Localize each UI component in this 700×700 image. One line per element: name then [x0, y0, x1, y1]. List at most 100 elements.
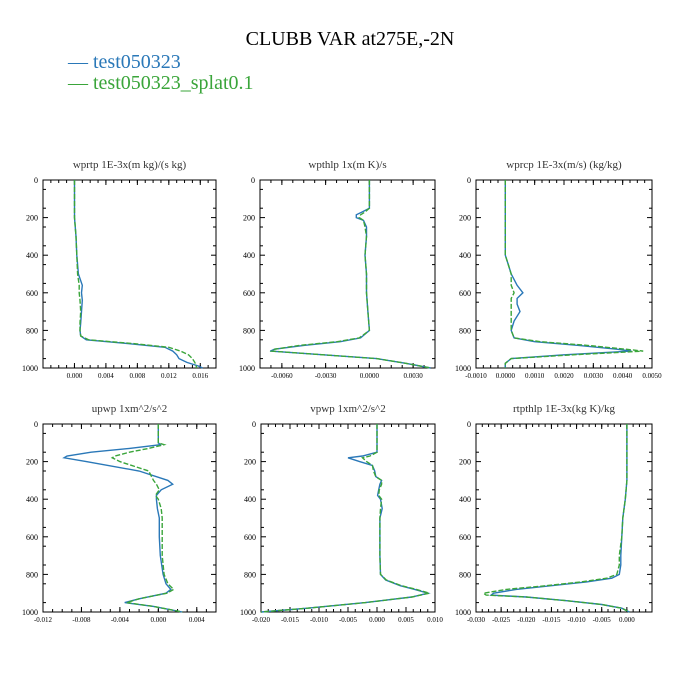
x-tick-label: 0.004 — [189, 616, 205, 624]
y-tick-label: 400 — [459, 251, 471, 260]
x-tick-label: 0.0040 — [613, 372, 633, 380]
x-tick-label: -0.010 — [310, 616, 329, 624]
plot-frame — [42, 179, 217, 369]
y-tick-label: 1000 — [22, 364, 38, 373]
x-tick-label: -0.025 — [492, 616, 511, 624]
chart-title: wprcp 1E-3x(m/s) (kg/kg) — [506, 159, 622, 171]
x-tick-label: -0.005 — [339, 616, 358, 624]
x-tick-label: -0.005 — [593, 616, 612, 624]
chart-title: wprtp 1E-3x(m kg)/(s kg) — [73, 159, 187, 171]
series-line-test050323-splat0-1 — [481, 424, 630, 613]
series-line-test050323-splat0-1 — [73, 180, 198, 368]
y-tick-label: 200 — [26, 458, 38, 467]
y-tick-label: 1000 — [239, 364, 255, 373]
y-tick-label: 800 — [26, 570, 38, 579]
legend-item-series-2: — test050323_splat0.1 — [68, 73, 254, 94]
x-tick-label: 0.0020 — [554, 372, 574, 380]
x-tick-label: 0.000 — [67, 372, 83, 380]
x-tick-label: 0.0050 — [642, 372, 662, 380]
x-tick-label: -0.0060 — [271, 372, 293, 380]
y-tick-label: 800 — [243, 326, 255, 335]
y-tick-label: 400 — [244, 495, 256, 504]
y-tick-label: 200 — [243, 214, 255, 223]
legend: — test050323 — test050323_splat0.1 — [68, 52, 254, 94]
y-tick-label: 400 — [243, 251, 255, 260]
y-tick-label: 1000 — [240, 608, 256, 617]
series-line-test050323-splat0-1 — [504, 180, 644, 368]
y-tick-label: 600 — [26, 533, 38, 542]
x-tick-label: -0.015 — [281, 616, 300, 624]
y-tick-label: 1000 — [22, 608, 38, 617]
y-tick-label: 0 — [34, 420, 38, 429]
x-tick-label: -0.020 — [252, 616, 271, 624]
y-tick-label: 400 — [26, 495, 38, 504]
series-line-test050323 — [62, 424, 183, 613]
legend-item-series-1: — test050323 — [68, 52, 254, 73]
legend-line-symbol-2: — — [68, 72, 88, 94]
y-tick-label: 1000 — [455, 608, 471, 617]
chart-title: vpwp 1xm^2/s^2 — [310, 403, 385, 415]
x-tick-label: 0.005 — [398, 616, 414, 624]
series-line-test050323 — [260, 424, 431, 613]
y-tick-label: 0 — [34, 176, 38, 185]
y-tick-label: 600 — [459, 533, 471, 542]
x-tick-label: 0.0000 — [360, 372, 380, 380]
x-tick-label: 0.0030 — [404, 372, 424, 380]
x-tick-label: -0.020 — [517, 616, 536, 624]
chart-panel-1: wprtp 1E-3x(m kg)/(s kg) 0 200 400 600 800 100… — [22, 159, 217, 380]
x-tick-label: -0.012 — [34, 616, 53, 624]
y-tick-label: 800 — [26, 326, 38, 335]
chart-panel-3: wprcp 1E-3x(m/s) (kg/kg) 0 200 400 600 800 100… — [455, 159, 662, 380]
x-tick-label: -0.015 — [542, 616, 561, 624]
x-tick-label: 0.008 — [129, 372, 145, 380]
chart-panel-6: rtpthlp 1E-3x(kg K)/kg02004006008001000-… — [455, 403, 653, 624]
chart-panel-4: upwp 1xm^2/s^2 0 200 400 600 800 1000-0.012 -0.… — [22, 403, 217, 624]
x-tick-label: -0.0030 — [315, 372, 337, 380]
series-line-test050323-splat0-1 — [260, 424, 430, 613]
y-tick-label: 0 — [252, 420, 256, 429]
x-tick-label: -0.004 — [111, 616, 130, 624]
x-tick-label: 0.0000 — [496, 372, 516, 380]
x-tick-label: 0.000 — [619, 616, 635, 624]
legend-label-series-1: test050323 — [93, 51, 181, 73]
y-tick-label: 1000 — [455, 364, 471, 373]
y-tick-label: 200 — [244, 458, 256, 467]
legend-line-symbol-1: — — [68, 51, 88, 73]
y-tick-label: 200 — [459, 214, 471, 223]
series-line-test050323-splat0-1 — [110, 424, 183, 613]
x-tick-label: -0.008 — [72, 616, 91, 624]
x-tick-label: 0.016 — [192, 372, 208, 380]
x-tick-label: 0.010 — [427, 616, 443, 624]
y-tick-label: 600 — [244, 533, 256, 542]
y-tick-label: 600 — [243, 289, 255, 298]
y-tick-label: 800 — [459, 326, 471, 335]
page-title: CLUBB VAR at275E,-2N — [245, 28, 455, 50]
y-tick-label: 0 — [467, 420, 471, 429]
y-tick-label: 200 — [26, 214, 38, 223]
chart-title: rtpthlp 1E-3x(kg K)/kg — [513, 403, 616, 415]
y-tick-label: 600 — [459, 289, 471, 298]
y-tick-label: 0 — [467, 176, 471, 185]
chart-panel-5: vpwp 1xm^2/s^2 0 200 400 600 800 1000-0.020 -0.… — [240, 403, 443, 624]
x-tick-label: -0.030 — [467, 616, 486, 624]
y-tick-label: 200 — [459, 458, 471, 467]
y-tick-label: 400 — [459, 495, 471, 504]
x-tick-label: 0.012 — [161, 372, 177, 380]
chart-title: wpthlp 1x(m K)/s — [308, 159, 386, 171]
series-line-test050323 — [489, 424, 630, 613]
y-tick-label: 400 — [26, 251, 38, 260]
x-tick-label: -0.0010 — [465, 372, 487, 380]
x-tick-label: 0.000 — [150, 616, 166, 624]
plot-frame — [260, 423, 436, 613]
x-tick-label: 0.0030 — [584, 372, 604, 380]
x-tick-label: 0.0010 — [525, 372, 545, 380]
x-tick-label: -0.010 — [568, 616, 587, 624]
y-tick-label: 600 — [26, 289, 38, 298]
y-tick-label: 800 — [244, 570, 256, 579]
series-line-test050323-splat0-1 — [269, 180, 431, 369]
plot-frame — [475, 179, 653, 369]
chart-panel-2: wpthlp 1x(m K)/s 0 200 400 600 800 1000 -0.0060… — [239, 159, 436, 380]
legend-label-series-2: test050323_splat0.1 — [93, 72, 254, 94]
y-tick-label: 800 — [459, 570, 471, 579]
x-tick-label: 0.004 — [98, 372, 114, 380]
